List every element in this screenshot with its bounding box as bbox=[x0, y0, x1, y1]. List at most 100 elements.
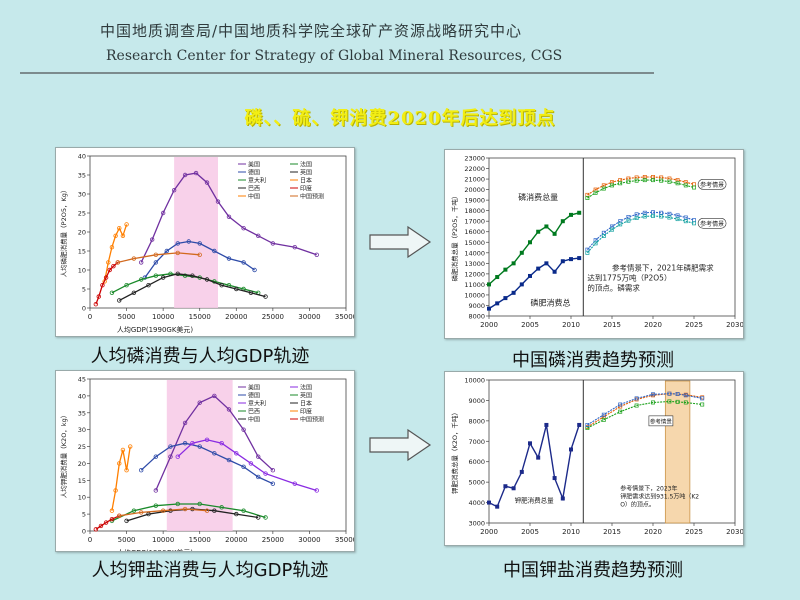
data-point bbox=[234, 451, 239, 456]
y-tick-label: 7000 bbox=[468, 438, 485, 446]
data-point bbox=[634, 396, 639, 401]
data-point bbox=[487, 500, 491, 505]
legend-entry: 中国预测 bbox=[300, 193, 324, 201]
data-point bbox=[560, 219, 565, 224]
data-point bbox=[651, 213, 655, 218]
data-point bbox=[256, 233, 261, 238]
data-point bbox=[700, 402, 705, 407]
data-point bbox=[519, 469, 524, 474]
data-point bbox=[153, 503, 159, 508]
data-point bbox=[536, 266, 541, 271]
data-point bbox=[634, 212, 639, 217]
x-tick-label: 30000 bbox=[298, 536, 320, 544]
data-point bbox=[667, 179, 672, 184]
y-tick-label: 23000 bbox=[464, 155, 485, 163]
data-point bbox=[182, 273, 188, 278]
data-point bbox=[241, 464, 246, 470]
data-point bbox=[175, 454, 180, 459]
data-point bbox=[190, 273, 195, 278]
data-point bbox=[487, 306, 491, 311]
data-point bbox=[601, 186, 606, 191]
data-point bbox=[171, 188, 177, 193]
data-point bbox=[182, 172, 188, 178]
data-point bbox=[153, 488, 159, 493]
data-point bbox=[314, 488, 319, 493]
data-point bbox=[528, 273, 532, 278]
data-point bbox=[667, 211, 672, 216]
x-tick-label: 2000 bbox=[480, 528, 498, 536]
data-point bbox=[519, 250, 524, 255]
data-point bbox=[138, 260, 144, 265]
legend-ref-badge bbox=[697, 179, 727, 190]
data-point bbox=[226, 457, 232, 463]
data-point bbox=[256, 454, 261, 459]
data-point bbox=[528, 240, 532, 245]
data-point bbox=[109, 290, 115, 295]
caption-phos-trajectory: 人均磷消费与人均GDP轨迹 bbox=[90, 346, 310, 367]
data-point bbox=[263, 294, 268, 299]
data-point bbox=[98, 523, 104, 529]
caption-potash-trajectory: 人均钾盐消费与人均GDP轨迹 bbox=[91, 560, 329, 581]
legend-ref-badge bbox=[648, 415, 674, 427]
data-point bbox=[131, 290, 137, 295]
data-point bbox=[651, 178, 655, 183]
data-point bbox=[175, 501, 180, 507]
data-point bbox=[511, 261, 516, 266]
data-point bbox=[667, 215, 672, 220]
series-line bbox=[587, 176, 695, 196]
data-point bbox=[675, 213, 680, 218]
x-tick-label: 2005 bbox=[521, 528, 539, 536]
y-tick-label: 20000 bbox=[464, 186, 485, 194]
data-point bbox=[131, 256, 137, 261]
y-tick-label: 13000 bbox=[464, 260, 485, 268]
legend-entry: 德国 bbox=[248, 169, 260, 177]
y-tick-label: 10 bbox=[78, 494, 86, 502]
data-point bbox=[146, 282, 151, 288]
data-point bbox=[585, 250, 590, 255]
data-point bbox=[683, 400, 688, 405]
legend-entry: 日本 bbox=[300, 177, 312, 185]
data-point bbox=[511, 290, 516, 295]
x-tick-label: 2010 bbox=[562, 321, 580, 329]
y-tick-label: 4000 bbox=[468, 499, 485, 507]
data-point bbox=[164, 248, 169, 254]
y-tick-label: 10 bbox=[78, 267, 86, 275]
y-tick-label: 3000 bbox=[468, 520, 485, 528]
data-point bbox=[212, 393, 217, 399]
data-point bbox=[675, 392, 680, 396]
highlight-band bbox=[174, 157, 218, 308]
data-point bbox=[103, 520, 109, 525]
data-point bbox=[503, 296, 508, 301]
y-tick-label: 18000 bbox=[464, 207, 485, 215]
data-point bbox=[248, 461, 254, 466]
data-point bbox=[292, 481, 297, 486]
series-line bbox=[111, 446, 131, 511]
y-tick-label: 5 bbox=[82, 286, 86, 294]
data-point bbox=[219, 282, 224, 288]
series-line bbox=[140, 172, 317, 263]
annotation-total: 钾肥消费总量 bbox=[515, 496, 555, 505]
data-point bbox=[618, 222, 623, 227]
data-point bbox=[204, 508, 210, 513]
data-point bbox=[263, 515, 268, 520]
data-point bbox=[182, 506, 188, 512]
data-point bbox=[226, 407, 232, 412]
data-point bbox=[138, 510, 144, 515]
data-point bbox=[106, 260, 111, 265]
data-point bbox=[182, 440, 188, 446]
series-line bbox=[117, 252, 200, 264]
x-tick-label: 5000 bbox=[118, 536, 136, 544]
legend-ref-label: 参考情景 bbox=[700, 220, 724, 228]
data-point bbox=[314, 252, 319, 257]
x-tick-label: 2000 bbox=[480, 321, 498, 329]
x-tick-label: 2015 bbox=[603, 528, 621, 536]
data-point bbox=[182, 420, 188, 426]
data-point bbox=[175, 241, 180, 246]
series-line bbox=[119, 508, 208, 517]
data-point bbox=[270, 241, 276, 246]
data-point bbox=[626, 218, 631, 223]
y-tick-label: 40 bbox=[78, 392, 86, 400]
